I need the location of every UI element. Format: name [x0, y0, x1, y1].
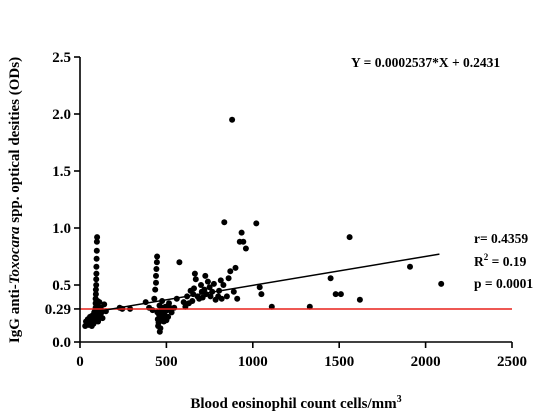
r2-sup: 2 [484, 252, 489, 262]
data-point [337, 291, 344, 298]
data-point [234, 295, 241, 302]
data-point [153, 279, 159, 286]
data-point [92, 291, 99, 298]
equation-label: Y = 0.0002537*X + 0.2431 [351, 55, 500, 70]
data-point [256, 284, 263, 291]
data-point [157, 325, 164, 332]
x-axis-title-sup: 3 [397, 394, 402, 405]
y-tick-label: 2.0 [52, 107, 71, 123]
data-point [229, 116, 236, 123]
data-point [95, 318, 102, 325]
data-point [94, 234, 101, 241]
data-point [221, 219, 228, 226]
data-point [206, 284, 213, 291]
p-label: p = 0.0001 [474, 276, 533, 291]
data-point [152, 286, 159, 293]
data-point [258, 291, 265, 298]
data-point [165, 313, 172, 320]
data-point [166, 300, 172, 307]
data-point [346, 234, 353, 241]
y-tick-label: 1.5 [52, 164, 71, 180]
data-point [232, 264, 239, 271]
data-point [191, 270, 198, 277]
data-point [153, 272, 159, 279]
x-tick-label: 2500 [497, 354, 527, 370]
y-axis-title-italic: Toxocara [7, 226, 23, 284]
data-point [93, 255, 100, 262]
data-point [99, 315, 106, 322]
x-tick-label: 1500 [324, 354, 354, 370]
data-point [356, 296, 363, 303]
data-point [217, 277, 224, 284]
axes: 0 500 1000 1500 2000 2500 0.0 0.5 1.0 1.5 2.0 2.5 0.… [45, 50, 527, 370]
data-point [176, 259, 183, 266]
data-point [93, 247, 100, 254]
data-point [168, 309, 175, 316]
data-point [180, 299, 187, 306]
regression-line [93, 253, 440, 313]
data-point [238, 229, 245, 236]
data-point [198, 282, 204, 288]
data-point [93, 282, 100, 288]
data-point [218, 295, 225, 302]
data-point [93, 276, 100, 283]
r2-label: R2 = 0.19 [474, 252, 527, 269]
data-point [220, 282, 227, 288]
data-point [210, 280, 217, 287]
y-tick-label: 0.0 [52, 335, 71, 351]
data-point [332, 291, 339, 298]
data-point [438, 280, 445, 287]
y-axis-title-part2: spp. optical desities (ODs) [7, 57, 23, 227]
data-point [253, 220, 260, 227]
data-point [327, 275, 334, 282]
data-point [151, 295, 158, 302]
x-axis-title-main: Blood eosinophil count cells/mm [190, 396, 397, 412]
data-point [154, 253, 161, 260]
data-point [202, 272, 209, 279]
x-tick-label: 500 [155, 354, 178, 370]
data-point [227, 268, 234, 275]
data-point [93, 238, 100, 245]
data-point [204, 278, 211, 285]
cutoff-tick-label: 0.29 [45, 302, 71, 318]
data-point [171, 304, 178, 311]
data-point [189, 298, 196, 304]
data-point [242, 245, 249, 252]
data-point [230, 288, 237, 295]
data-point [223, 293, 230, 300]
x-tick-label: 2000 [411, 354, 441, 370]
data-point [96, 299, 103, 306]
data-point [191, 285, 197, 292]
data-point [407, 263, 413, 270]
data-point [192, 276, 199, 283]
data-point [101, 301, 108, 308]
data-point [92, 286, 99, 293]
data-point [153, 259, 160, 266]
y-axis-title-part1: IgG anti- [7, 284, 23, 343]
x-axis-title: Blood eosinophil count cells/mm3 [190, 394, 401, 412]
y-axis-title: IgG anti-Toxocara spp. optical desities … [7, 57, 23, 343]
data-point [153, 266, 160, 272]
x-tick-label: 1000 [238, 354, 268, 370]
data-points [82, 116, 445, 335]
r2-suffix: = 0.19 [488, 254, 526, 269]
y-tick-label: 1.0 [52, 221, 71, 237]
data-point [93, 270, 100, 277]
x-tick-label: 0 [76, 354, 84, 370]
data-point [207, 293, 214, 300]
data-point [240, 238, 247, 245]
y-tick-label: 0.5 [52, 278, 71, 294]
y-tick-label: 2.5 [52, 50, 71, 66]
r-label: r= 0.4359 [474, 231, 528, 246]
data-point [201, 286, 208, 293]
data-point [225, 275, 232, 282]
r2-prefix: R [474, 254, 484, 269]
data-point [93, 263, 100, 270]
